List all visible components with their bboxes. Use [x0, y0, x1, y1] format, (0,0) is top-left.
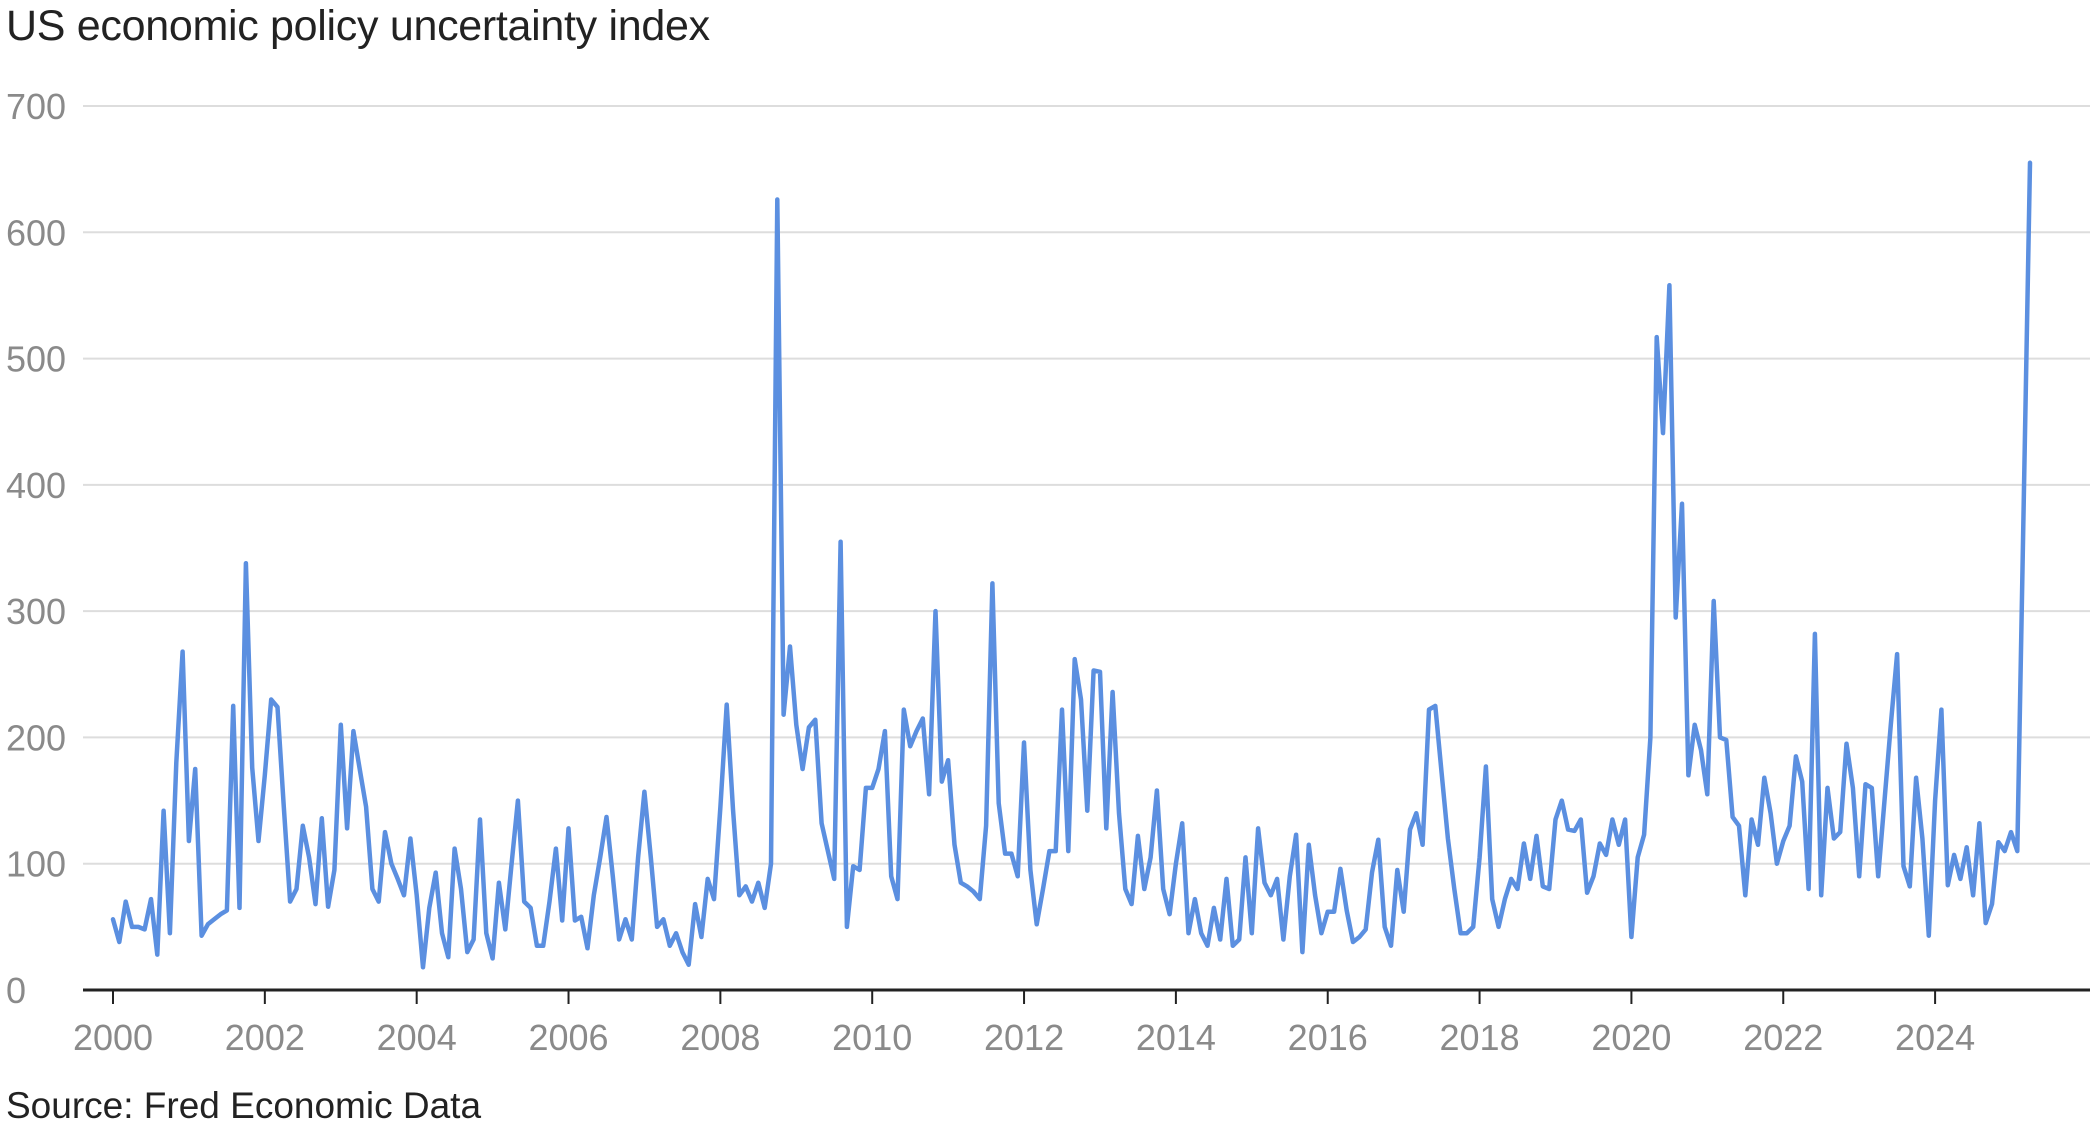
x-tick-label: 2018 — [1440, 1017, 1520, 1058]
chart-source-note: Source: Fred Economic Data — [6, 1085, 482, 1126]
y-tick-label: 600 — [6, 212, 66, 253]
y-tick-label: 500 — [6, 339, 66, 380]
y-axis-tick-labels: 0 100 200 300 400 500 600 700 — [6, 86, 66, 1011]
y-tick-label: 300 — [6, 591, 66, 632]
x-tick-label: 2000 — [73, 1017, 153, 1058]
y-tick-label: 200 — [6, 717, 66, 758]
x-tick-label: 2004 — [377, 1017, 457, 1058]
x-tick-label: 2008 — [680, 1017, 760, 1058]
x-axis-tick-labels: 2000 2002 2004 2006 2008 2010 2012 2014 2016 2018… — [73, 1017, 1975, 1058]
y-tick-label: 100 — [6, 844, 66, 885]
x-tick-label: 2014 — [1136, 1017, 1216, 1058]
y-tick-label: 700 — [6, 86, 66, 127]
y-tick-label: 400 — [6, 465, 66, 506]
x-tick-label: 2002 — [225, 1017, 305, 1058]
series-line-epu-index — [110, 160, 2033, 970]
gridlines — [83, 105, 2090, 865]
x-tick-label: 2006 — [528, 1017, 608, 1058]
x-tick-label: 2020 — [1591, 1017, 1671, 1058]
x-axis-ticks — [112, 990, 1937, 1004]
chart-title: US economic policy uncertainty index — [6, 2, 710, 50]
x-tick-label: 2024 — [1895, 1017, 1975, 1058]
y-tick-label: 0 — [6, 970, 26, 1011]
x-tick-label: 2010 — [832, 1017, 912, 1058]
x-tick-label: 2016 — [1288, 1017, 1368, 1058]
x-tick-label: 2012 — [984, 1017, 1064, 1058]
x-tick-label: 2022 — [1743, 1017, 1823, 1058]
